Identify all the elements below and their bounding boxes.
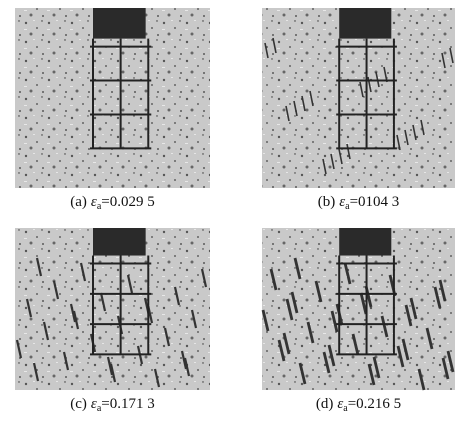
caption-label: (b): [318, 194, 336, 210]
loading-block: [93, 8, 146, 39]
caption-label: (d): [316, 396, 334, 412]
caption: (b)εa=0104 3: [318, 194, 400, 212]
loading-block: [339, 228, 391, 256]
caption: (c)εa=0.171 3: [70, 396, 155, 414]
loading-block: [93, 228, 146, 256]
caption-value: =0.029 5: [101, 194, 154, 210]
caption-value: =0.216 5: [348, 396, 401, 412]
panel: [262, 228, 455, 390]
caption-value: =0104 3: [350, 194, 400, 210]
caption-label: (a): [70, 194, 87, 210]
caption-label: (c): [70, 396, 87, 412]
caption: (d)εa=0.216 5: [316, 396, 401, 414]
caption: (a)εa=0.029 5: [70, 194, 155, 212]
figure: (a)εa=0.029 5 (b)εa=0104 3 (c)εa=0.171 3 (d…: [0, 0, 465, 426]
panel: [15, 8, 210, 188]
panel: [262, 8, 455, 188]
caption-value: =0.171 3: [101, 396, 154, 412]
loading-block: [339, 8, 391, 39]
panel: [15, 228, 210, 390]
